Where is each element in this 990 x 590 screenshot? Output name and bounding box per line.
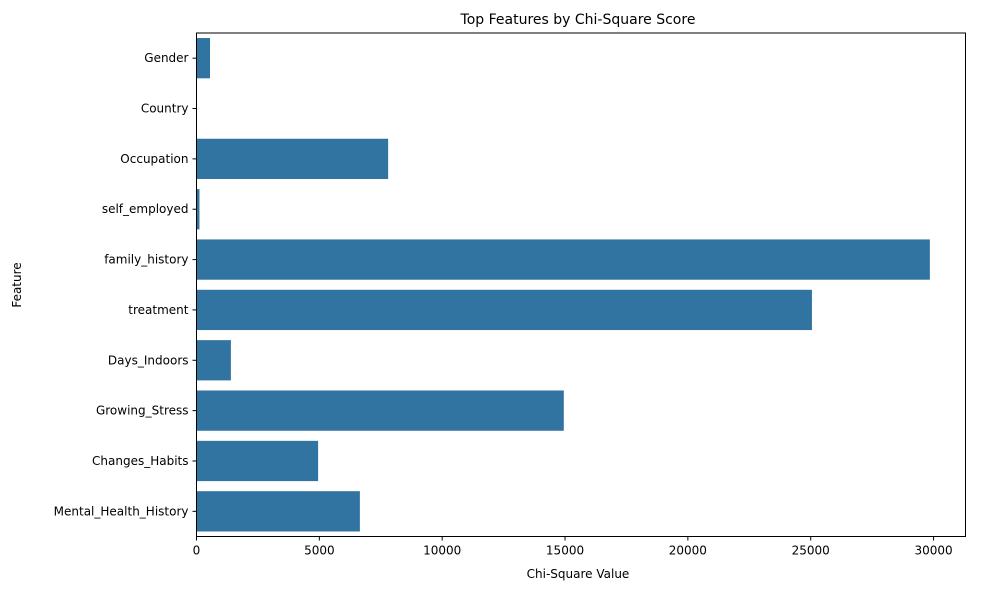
bar-gender (196, 38, 211, 79)
y-axis-label: Feature (10, 262, 24, 307)
chart-title: Top Features by Chi-Square Score (460, 12, 696, 28)
x-axis-label: Chi-Square Value (527, 567, 630, 581)
bar-days-indoors (196, 340, 231, 381)
plot-frame (196, 32, 966, 537)
x-tick-label: 15000 (546, 544, 584, 558)
bar-occupation (196, 138, 389, 180)
y-tick-label: Gender (144, 51, 188, 65)
y-axis-ticks: Gender Country Occupation self_employedfami… (54, 51, 197, 518)
bars-layer (196, 38, 930, 532)
y-tick-label: family_history (104, 253, 188, 267)
bar-mental-health-history (196, 491, 360, 532)
bar-changes-habits (196, 440, 319, 482)
y-tick-label: treatment (128, 303, 188, 317)
x-tick-label: 10000 (423, 544, 461, 558)
x-axis-ticks: 0 5000 10000 15000 20000 25000 30000 (193, 536, 953, 558)
y-tick-label: self_employed (102, 202, 189, 216)
y-tick-label: Changes_Habits (92, 454, 188, 468)
y-tick-label: Days_Indoors (108, 353, 189, 367)
x-tick-label: 20000 (669, 544, 707, 558)
x-tick-label: 30000 (914, 544, 952, 558)
bar-family-history (196, 239, 930, 280)
x-tick-label: 5000 (304, 544, 335, 558)
y-tick-label: Growing_Stress (96, 404, 189, 418)
y-tick-label: Country (141, 102, 189, 116)
bar-treatment (196, 289, 812, 331)
bar-growing-stress (196, 390, 564, 431)
x-tick-label: 25000 (792, 544, 830, 558)
x-tick-label: 0 (193, 544, 201, 558)
y-tick-label: Mental_Health_History (54, 504, 189, 518)
bar-self-employed (196, 189, 200, 230)
y-tick-label: Occupation (120, 152, 188, 166)
